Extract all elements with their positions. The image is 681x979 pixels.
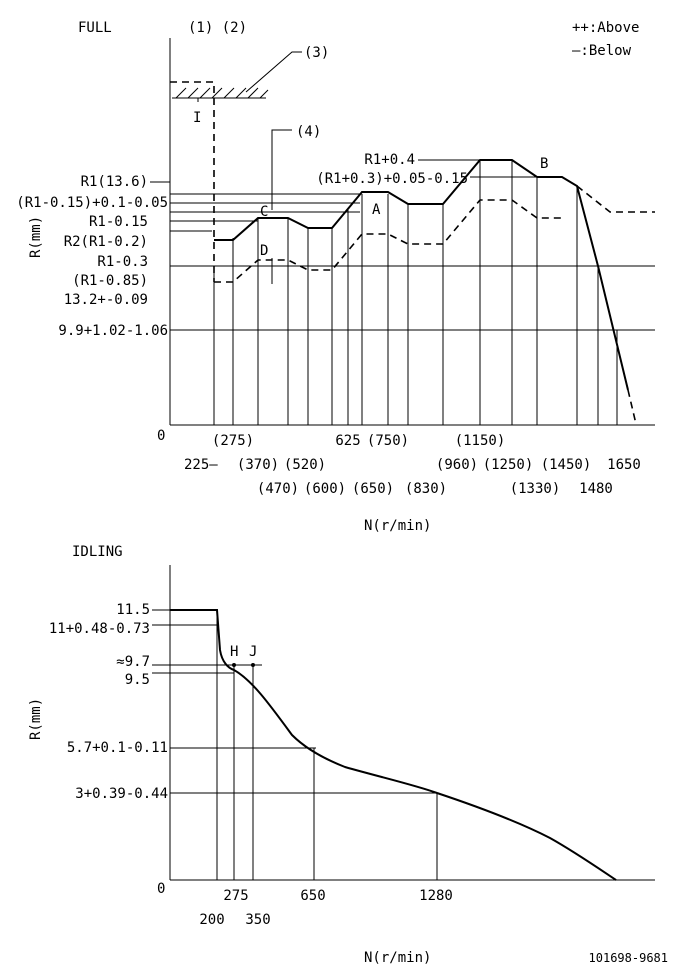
r-label-r1-plus-04: R1+0.4 (364, 152, 415, 168)
r-label-r2: R2(R1-0.2) (64, 234, 148, 250)
x-label-200: 200 (199, 912, 224, 928)
r-label-5-7: 5.7+0.1-0.11 (67, 740, 168, 756)
idling-y-axis-title: R(mm) (28, 698, 44, 740)
full-x-axis-title: N(r/min) (364, 518, 431, 534)
x-label-600: (600) (304, 481, 346, 497)
idling-chart: IDLING 0 R(mm) N(r/min) H J 11.5 11+0.48… (28, 544, 668, 966)
legend-above: ++:Above (572, 20, 639, 36)
r-label-3: 3+0.39-0.44 (75, 786, 168, 802)
idling-curve (170, 609, 617, 881)
x-label-650: 650 (300, 888, 325, 904)
full-upper-curve (214, 159, 629, 391)
notes-1-2: (1) (2) (188, 20, 247, 36)
x-label-1280: 1280 (419, 888, 453, 904)
start-dashed-line (170, 81, 215, 282)
x-label-275: (275) (212, 433, 254, 449)
full-zero-label: 0 (157, 428, 165, 444)
full-chart: FULL (1) (2) ++:Above —:Below 0 R(mm) N(… (16, 20, 655, 534)
x-label-960: (960) (436, 457, 478, 473)
x-label-625: 625 (335, 433, 360, 449)
r-label-r1-015-tol: (R1-0.15)+0.1-0.05 (16, 195, 168, 211)
r-label-9-9: 9.9+1.02-1.06 (58, 323, 168, 339)
point-j-dot (251, 663, 255, 667)
x-label-1650: 1650 (607, 457, 641, 473)
r-label-11-5: 11.5 (116, 602, 150, 618)
r-label-9-5: 9.5 (125, 672, 150, 688)
r-label-r1-03: R1-0.3 (97, 254, 148, 270)
full-y-axis-title: R(mm) (28, 216, 44, 258)
full-r-labels: R1(13.6) (R1-0.15)+0.1-0.05 R1-0.15 R2(R… (16, 174, 168, 339)
full-tail-dash (627, 389, 637, 425)
idling-r-labels: 11.5 11+0.48-0.73 ≈9.7 9.5 5.7+0.1-0.11 … (49, 602, 168, 802)
x-label-350: 350 (245, 912, 270, 928)
r-label-r1: R1(13.6) (81, 174, 148, 190)
callout-4-leader (271, 129, 292, 210)
idling-zero-label: 0 (157, 881, 165, 897)
point-h-dot (232, 663, 236, 667)
r-label-r1-plus-03: (R1+0.3)+0.05-0.15 (316, 171, 468, 187)
stop-hatch (172, 87, 269, 99)
point-i-label: I (193, 110, 201, 126)
r-label-r1-015: R1-0.15 (89, 214, 148, 230)
full-vertical-refs (213, 160, 618, 425)
x-label-1330: (1330) (510, 481, 561, 497)
callout-4: (4) (296, 124, 321, 140)
callout-3-leader (245, 51, 302, 93)
full-title: FULL (78, 20, 112, 36)
callout-3: (3) (304, 45, 329, 61)
x-label-750: (750) (367, 433, 409, 449)
full-lower-tail (576, 185, 655, 213)
document-code: 101698-9681 (589, 951, 668, 965)
r-label-9-7: ≈9.7 (116, 654, 150, 670)
point-b-label: B (540, 156, 548, 172)
point-j-label: J (249, 644, 257, 660)
full-x-labels: (275) 625 (750) (1150) (1450) 225— (370)… (184, 433, 641, 497)
idling-x-labels: 200 275 350 650 1280 (199, 888, 453, 928)
point-a-label: A (372, 202, 381, 218)
idling-x-axis-title: N(r/min) (364, 950, 431, 966)
x-label-650: (650) (352, 481, 394, 497)
point-h-label: H (230, 644, 238, 660)
r-label-13-2: 13.2+-0.09 (64, 292, 148, 308)
x-label-275: 275 (223, 888, 248, 904)
x-label-225: 225— (184, 457, 218, 473)
legend-below: —:Below (572, 43, 632, 59)
x-label-1150: (1150) (455, 433, 506, 449)
x-label-1450: (1450) (541, 457, 592, 473)
r-label-r1-085: (R1-0.85) (72, 273, 148, 289)
r-label-11: 11+0.48-0.73 (49, 621, 150, 637)
x-label-370: (370) (237, 457, 279, 473)
x-label-1480: 1480 (579, 481, 613, 497)
point-d-label: D (260, 243, 268, 259)
x-label-520: (520) (284, 457, 326, 473)
x-label-1250: (1250) (483, 457, 534, 473)
point-c-label: C (260, 204, 268, 220)
idling-title: IDLING (72, 544, 123, 560)
x-label-470: (470) (257, 481, 299, 497)
x-label-830: (830) (405, 481, 447, 497)
